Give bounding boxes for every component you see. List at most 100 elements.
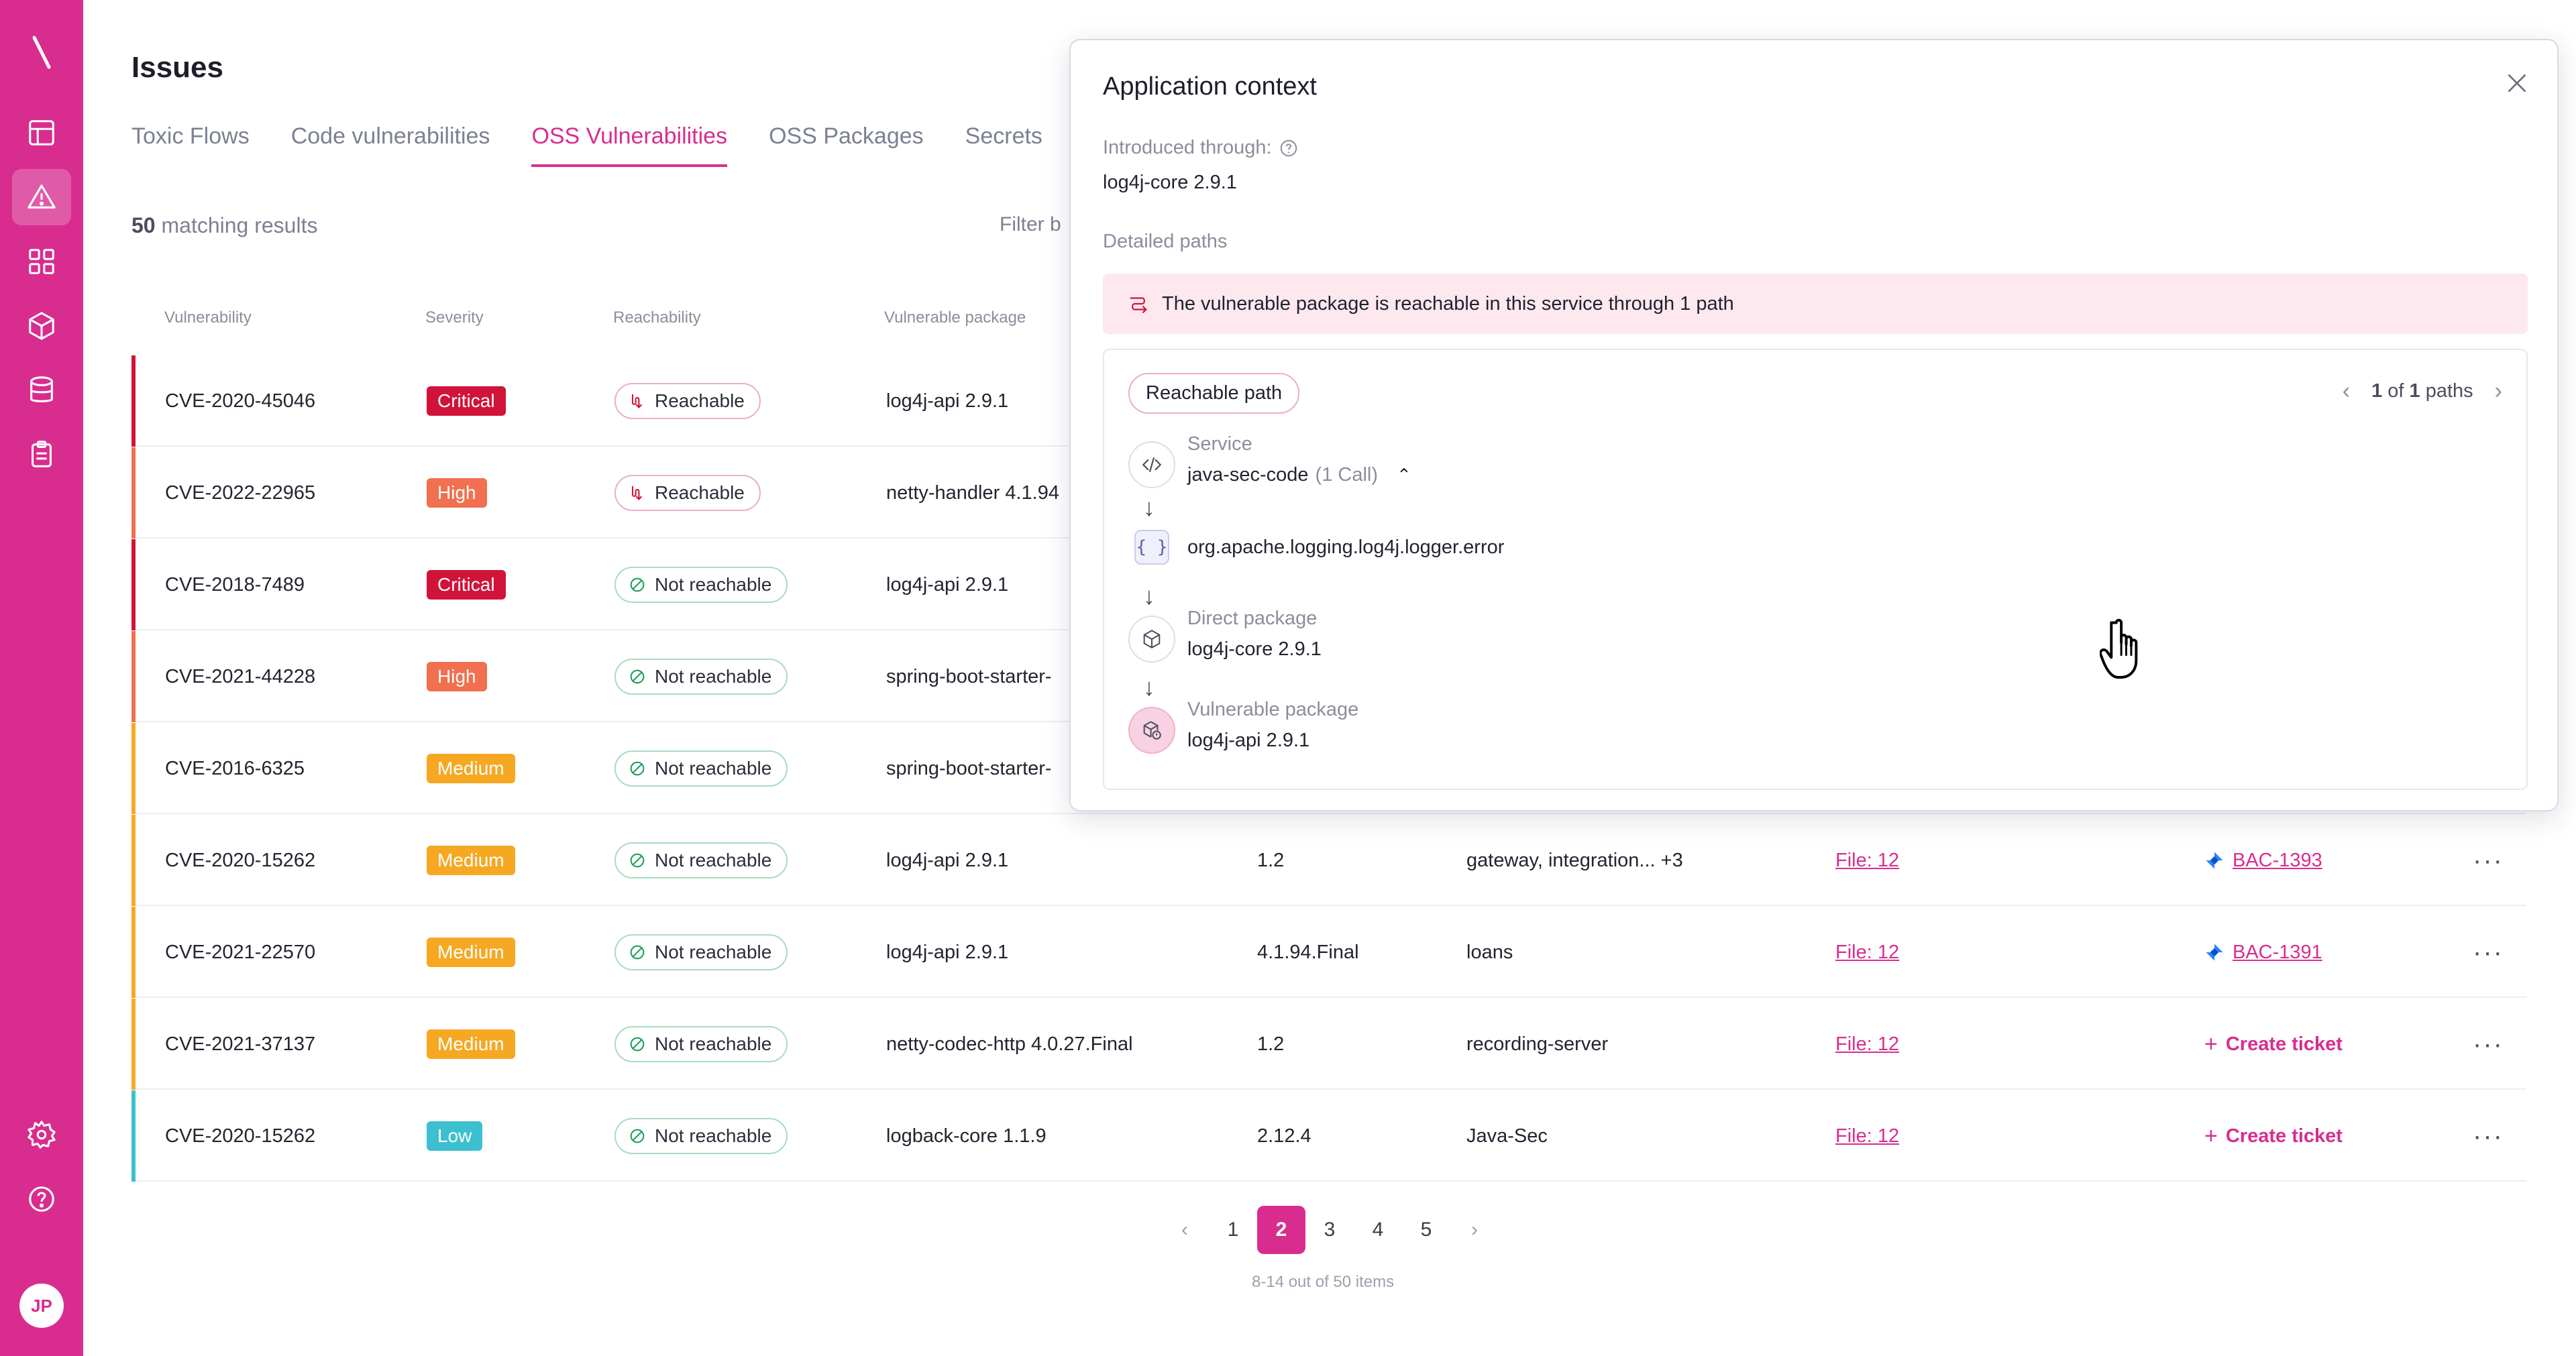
- jira-ticket-link[interactable]: BAC-1393: [2204, 850, 2322, 872]
- tab-code-vulnerabilities[interactable]: Code vulnerabilities: [290, 123, 490, 149]
- nav-packages-icon[interactable]: [12, 298, 71, 354]
- settings-icon[interactable]: [12, 1107, 71, 1163]
- blocked-icon: [630, 577, 645, 592]
- route-icon: [631, 394, 642, 408]
- reachability-badge[interactable]: Not reachable: [614, 659, 788, 695]
- cve-id[interactable]: CVE-2020-15262: [165, 849, 316, 871]
- cve-id[interactable]: CVE-2021-44228: [165, 665, 316, 687]
- help-circle-icon[interactable]: [1279, 138, 1299, 158]
- reachability-badge[interactable]: Not reachable: [614, 934, 788, 970]
- col-package[interactable]: Vulnerable package: [884, 308, 1026, 327]
- more-options-icon[interactable]: ···: [2473, 1121, 2504, 1151]
- col-severity[interactable]: Severity: [425, 308, 484, 327]
- package-name: logback-core 1.1.9: [886, 1125, 1046, 1147]
- ticket-cell: BAC-1393: [2204, 815, 2322, 906]
- table-row[interactable]: CVE-2021-37137 Medium Not reachable netty-c…: [131, 999, 2526, 1090]
- table-row[interactable]: CVE-2021-22570 Medium Not reachable log4j-a…: [131, 907, 2526, 998]
- reachability-badge[interactable]: Reachable: [614, 383, 761, 419]
- files-cell: File: 12: [1835, 907, 1899, 998]
- reachability-banner: The vulnerable package is reachable in t…: [1103, 274, 2528, 334]
- severity-accent: [131, 447, 136, 539]
- cve-id[interactable]: CVE-2021-22570: [165, 941, 316, 963]
- severity-badge: High: [427, 478, 487, 508]
- create-ticket-button[interactable]: + Create ticket: [2204, 1123, 2343, 1149]
- reachability-cell: Not reachable: [614, 907, 788, 998]
- cve-id[interactable]: CVE-2018-7489: [165, 573, 305, 596]
- col-reachability[interactable]: Reachability: [613, 308, 701, 327]
- user-avatar[interactable]: JP: [19, 1284, 64, 1328]
- file-link[interactable]: File: 12: [1835, 941, 1900, 963]
- file-link[interactable]: File: 12: [1835, 849, 1900, 871]
- cve-id[interactable]: CVE-2016-6325: [165, 757, 305, 779]
- cve-id[interactable]: CVE-2021-37137: [165, 1033, 316, 1055]
- tab-toxic-flows[interactable]: Toxic Flows: [131, 123, 250, 149]
- severity-accent: [131, 999, 136, 1090]
- severity-badge: Medium: [427, 1029, 515, 1059]
- nav-issues-icon[interactable]: [12, 169, 71, 225]
- reachability-badge[interactable]: Reachable: [614, 475, 761, 511]
- next-path-icon[interactable]: ›: [2494, 378, 2502, 404]
- app-logo[interactable]: [0, 31, 83, 74]
- help-icon[interactable]: [12, 1171, 71, 1227]
- reachability-cell: Not reachable: [614, 723, 788, 814]
- table-row[interactable]: CVE-2020-15262 Low Not reachable logback-co…: [131, 1090, 2526, 1182]
- package-name: log4j-api 2.9.1: [886, 390, 1009, 412]
- cve-id[interactable]: CVE-2020-45046: [165, 390, 316, 412]
- col-vulnerability[interactable]: Vulnerability: [164, 308, 252, 327]
- tab-oss-vulnerabilities[interactable]: OSS Vulnerabilities: [531, 123, 728, 167]
- filter-label[interactable]: Filter b: [1000, 213, 1061, 235]
- tab-oss-packages[interactable]: OSS Packages: [769, 123, 924, 149]
- reachability-badge[interactable]: Not reachable: [614, 842, 788, 879]
- jira-ticket-link[interactable]: BAC-1391: [2204, 942, 2322, 964]
- chevron-up-icon[interactable]: ⌃: [1397, 465, 1411, 485]
- more-options-icon[interactable]: ···: [2473, 937, 2504, 967]
- logo-icon: [32, 36, 51, 69]
- nav-dashboard-icon[interactable]: [12, 105, 71, 161]
- arrow-down-icon: ↓: [1143, 582, 1155, 610]
- reachability-badge[interactable]: Not reachable: [614, 1118, 788, 1154]
- prev-page-icon[interactable]: ‹: [1181, 1219, 1188, 1241]
- page-1[interactable]: 1: [1227, 1219, 1239, 1241]
- arrow-down-icon: ↓: [1143, 673, 1155, 701]
- blocked-icon: [630, 945, 645, 960]
- table-row[interactable]: CVE-2020-15262 Medium Not reachable log4j-a…: [131, 815, 2526, 906]
- severity-cell: Medium: [427, 999, 515, 1090]
- severity-cell: Low: [427, 1090, 483, 1182]
- page-4[interactable]: 4: [1372, 1219, 1384, 1241]
- prev-path-icon[interactable]: ‹: [2342, 378, 2351, 404]
- severity-accent: [131, 907, 136, 998]
- page-3[interactable]: 3: [1324, 1219, 1336, 1241]
- table-row[interactable]: CVE-2016-6325 Medium Not reachable spring-b…: [131, 723, 2526, 814]
- service-value[interactable]: java-sec-code (1 Call) ⌃: [1187, 464, 1411, 486]
- next-page-icon[interactable]: ›: [1471, 1219, 1478, 1241]
- introduced-through-label: Introduced through:: [1103, 137, 1299, 159]
- nav-database-icon[interactable]: [12, 362, 71, 418]
- file-link[interactable]: File: 12: [1835, 1125, 1900, 1147]
- severity-badge: Critical: [427, 386, 506, 416]
- reachability-badge[interactable]: Not reachable: [614, 1026, 788, 1062]
- file-link[interactable]: File: 12: [1835, 1033, 1900, 1055]
- nav-reports-icon[interactable]: [12, 427, 71, 483]
- cve-id[interactable]: CVE-2020-15262: [165, 1125, 316, 1147]
- reachability-badge[interactable]: Not reachable: [614, 750, 788, 787]
- severity-accent: [131, 723, 136, 814]
- fix-version: 4.1.94.Final: [1257, 941, 1359, 963]
- cve-id[interactable]: CVE-2022-22965: [165, 482, 316, 504]
- severity-accent: [131, 1090, 136, 1182]
- tab-secrets[interactable]: Secrets: [965, 123, 1042, 149]
- reachability-cell: Not reachable: [614, 631, 788, 722]
- severity-accent: [131, 539, 136, 630]
- reachability-cell: Reachable: [614, 447, 761, 539]
- jira-icon: [2206, 852, 2223, 869]
- services: loans: [1466, 941, 1513, 963]
- reachability-badge[interactable]: Not reachable: [614, 567, 788, 603]
- page-2[interactable]: 2: [1257, 1206, 1305, 1254]
- nav-apps-icon[interactable]: [12, 233, 71, 290]
- application-context-panel: Application context Introduced through: …: [1069, 39, 2559, 811]
- create-ticket-button[interactable]: + Create ticket: [2204, 1031, 2343, 1057]
- package-name: log4j-api 2.9.1: [886, 849, 1009, 871]
- more-options-icon[interactable]: ···: [2473, 1029, 2504, 1059]
- close-icon[interactable]: [2504, 70, 2530, 97]
- page-5[interactable]: 5: [1420, 1219, 1432, 1241]
- more-options-icon[interactable]: ···: [2473, 845, 2504, 875]
